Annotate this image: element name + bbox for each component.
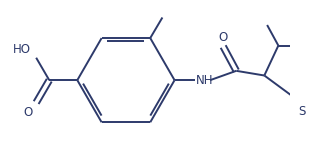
Text: O: O [23, 106, 33, 119]
Text: HO: HO [13, 43, 31, 56]
Text: O: O [219, 31, 228, 44]
Text: NH: NH [196, 74, 213, 87]
Text: S: S [298, 105, 305, 118]
